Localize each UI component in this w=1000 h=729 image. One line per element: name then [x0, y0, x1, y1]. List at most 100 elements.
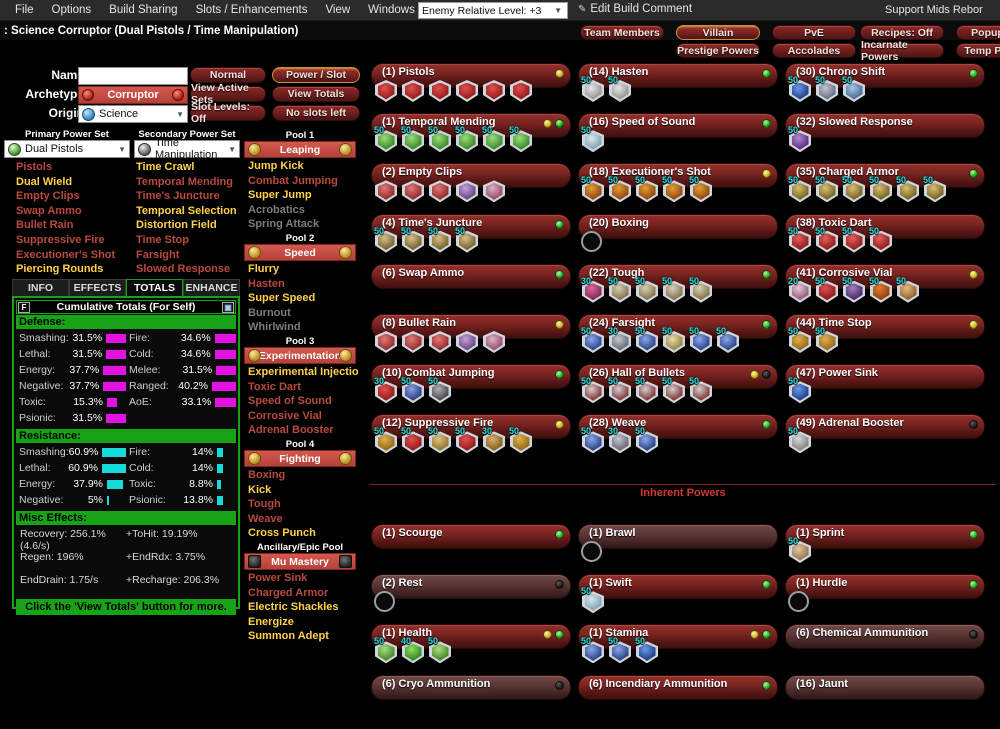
enhancement[interactable]: 50 — [427, 376, 453, 404]
enhancement[interactable]: 50 — [427, 636, 453, 664]
power-slot[interactable]: (1) Stamina 50 50 50 — [578, 624, 778, 668]
power-slot[interactable]: (32) Slowed Response 50 — [785, 113, 985, 157]
power-slot-bar[interactable]: (20) Boxing — [578, 213, 778, 239]
enhancement[interactable]: 30 — [481, 426, 507, 454]
primary-power-1[interactable]: Dual Wield — [16, 175, 73, 188]
power-slot[interactable]: (41) Corrosive Vial 20 50 50 50 50 — [785, 263, 985, 308]
edit-build-comment-button[interactable]: ✎ Edit Build Comment — [578, 3, 692, 15]
enhancement[interactable]: 50 — [634, 175, 660, 203]
primary-power-6[interactable]: Executioner's Shot — [16, 248, 116, 261]
pool1-power-1[interactable]: Hasten — [248, 277, 285, 290]
pool4-power-2[interactable]: Electric Shackles — [248, 601, 339, 614]
support-link[interactable]: Support Mids Rebor — [885, 4, 983, 16]
pool3-power-1[interactable]: Kick — [248, 483, 272, 496]
menu-item-slots-enhancements[interactable]: Slots / Enhancements — [195, 4, 308, 16]
primary-power-7[interactable]: Piercing Rounds — [16, 263, 104, 276]
power-slot[interactable]: (1) Temporal Mending 50 50 50 50 50 50 — [371, 113, 571, 157]
power-slot-bar[interactable]: (1) Scourge — [371, 524, 571, 549]
enhancement[interactable]: 50 — [373, 226, 399, 254]
pool1-power-0[interactable]: Flurry — [248, 263, 280, 275]
enhancement[interactable]: 50 — [427, 125, 453, 153]
secondary-set-select[interactable]: Time Manipulation ▼ — [134, 137, 240, 161]
secondary-power-7[interactable]: Slowed Response — [136, 263, 231, 276]
pool3-power-4[interactable]: Cross Punch — [248, 527, 316, 540]
power-slot[interactable]: (16) Speed of Sound 50 — [578, 113, 778, 157]
enhancement[interactable]: 50 — [607, 175, 633, 203]
enhancement[interactable]: 50 — [868, 226, 894, 254]
pool0-power-0[interactable]: Jump Kick — [248, 160, 304, 172]
power-slot[interactable]: (6) Swap Ammo — [371, 263, 571, 308]
enhancement[interactable]: 50 — [787, 536, 813, 564]
pool-select-2[interactable]: Experimentation — [244, 347, 356, 364]
enhancement[interactable]: 50 — [688, 326, 714, 354]
secondary-power-1[interactable]: Temporal Mending — [136, 175, 233, 188]
empty-slot-ring-icon[interactable] — [581, 541, 602, 562]
enhancement[interactable]: 50 — [400, 226, 426, 254]
secondary-power-0[interactable]: Time Crawl — [136, 161, 195, 173]
enhancement[interactable]: 50 — [787, 226, 813, 254]
power-slot[interactable]: (22) Tough 30 50 50 50 50 — [578, 263, 778, 308]
pool0-power-3[interactable]: Acrobatics — [248, 203, 305, 216]
toggle-team-members[interactable]: Team Members — [580, 25, 664, 40]
power-slot-bar[interactable]: (2) Rest — [371, 574, 571, 600]
enemy-level-select[interactable]: Enemy Relative Level: +3 ▼ — [418, 2, 568, 19]
pool1-power-3[interactable]: Burnout — [248, 306, 291, 319]
enhancement[interactable]: 50 — [607, 75, 633, 103]
enhancement[interactable]: 50 — [634, 636, 660, 664]
enhancement[interactable]: 50 — [895, 175, 921, 203]
enhancement[interactable]: 50 — [454, 226, 480, 254]
enhancement[interactable]: 50 — [841, 175, 867, 203]
pool3-power-0[interactable]: Boxing — [248, 469, 286, 481]
pool4-power-1[interactable]: Charged Armor — [248, 586, 329, 599]
button-view-totals[interactable]: View Totals — [272, 86, 360, 102]
pool4-power-0[interactable]: Power Sink — [248, 572, 308, 584]
power-slot[interactable]: (30) Chrono Shift 50 50 50 — [785, 63, 985, 107]
enhancement[interactable]: 50 — [481, 125, 507, 153]
enhancement[interactable]: 50 — [841, 75, 867, 103]
enhancement[interactable]: 30 — [373, 376, 399, 404]
power-slot[interactable]: (49) Adrenal Booster 50 — [785, 414, 985, 458]
enhancement[interactable]: 50 — [661, 376, 687, 404]
pool0-power-1[interactable]: Combat Jumping — [248, 174, 338, 187]
enhancement[interactable] — [481, 76, 507, 103]
enhancement[interactable]: 50 — [814, 326, 840, 354]
enhancement[interactable]: 50 — [688, 376, 714, 404]
power-slot[interactable]: (2) Empty Clips — [371, 163, 571, 207]
archetype-select[interactable]: Corruptor — [78, 86, 188, 104]
pool1-power-2[interactable]: Super Speed — [248, 292, 316, 305]
power-slot[interactable]: (6) Chemical Ammunition — [785, 624, 985, 668]
pool2-power-1[interactable]: Toxic Dart — [248, 380, 301, 393]
primary-power-4[interactable]: Bullet Rain — [16, 219, 74, 232]
power-slot-bar[interactable]: (1) Hurdle — [785, 574, 985, 600]
enhancement[interactable]: 50 — [427, 426, 453, 454]
enhancement[interactable]: 50 — [634, 326, 660, 354]
toggle-recipes-off[interactable]: Recipes: Off — [860, 25, 944, 40]
enhancement[interactable]: 50 — [580, 586, 606, 614]
empty-slot-ring-icon[interactable] — [581, 230, 602, 252]
power-slot[interactable]: (47) Power Sink 50 — [785, 364, 985, 408]
toggle-incarnate-powers[interactable]: Incarnate Powers — [860, 39, 944, 63]
name-input[interactable] — [78, 67, 188, 85]
enhancement[interactable] — [427, 176, 453, 203]
enhancement[interactable]: 50 — [787, 75, 813, 103]
menu-item-options[interactable]: Options — [51, 4, 92, 16]
power-slot[interactable]: (16) Jaunt — [785, 674, 985, 719]
menu-item-build-sharing[interactable]: Build Sharing — [109, 4, 178, 16]
enhancement[interactable] — [400, 327, 426, 354]
pool2-power-2[interactable]: Speed of Sound — [248, 395, 332, 408]
enhancement[interactable]: 50 — [661, 175, 687, 203]
pool-select-0[interactable]: Leaping — [244, 141, 356, 158]
enhancement[interactable]: 50 — [607, 636, 633, 664]
power-slot-bar[interactable]: (6) Chemical Ammunition — [785, 624, 985, 650]
origin-select[interactable]: Science ▼ — [78, 105, 188, 123]
toggle-temp-powers[interactable]: Temp Powers — [956, 43, 1000, 58]
power-slot[interactable]: (26) Hall of Bullets 50 50 50 50 50 — [578, 364, 778, 408]
power-slot[interactable]: (18) Executioner's Shot 50 50 50 50 50 — [578, 163, 778, 207]
enhancement[interactable]: 50 — [400, 125, 426, 153]
power-slot-bar[interactable]: (6) Swap Ammo — [371, 263, 571, 289]
enhancement[interactable]: 50 — [580, 125, 606, 153]
tab-enhance[interactable]: ENHANCE — [183, 279, 240, 296]
enhancement[interactable]: 50 — [787, 175, 813, 203]
enhancement[interactable] — [454, 327, 480, 354]
power-slot-bar[interactable]: (6) Cryo Ammunition — [371, 674, 571, 700]
